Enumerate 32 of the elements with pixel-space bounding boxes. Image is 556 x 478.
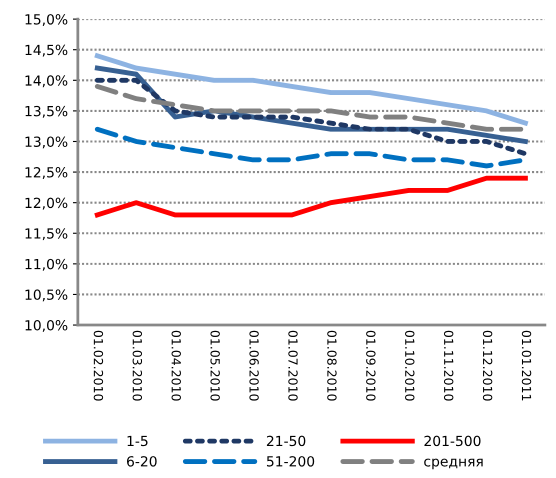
y-tick-label: 11,0% [26,258,68,271]
x-tick-label: 01.06.2010 [249,330,259,401]
y-tick-label: 14,0% [26,75,68,88]
legend-label: 1-5 [128,436,148,446]
legend-label: 6-20 [127,456,157,467]
x-tick-label: 01.02.2010 [94,330,104,401]
line-series [94,176,528,218]
x-tick-label: 01.03.2010 [132,330,142,401]
y-tick-label: 12,5% [26,167,68,179]
x-tick-label: 01.10.2010 [405,330,414,401]
x-tick-label: 01.01.2011 [522,330,532,400]
legend-label: средняя [424,458,483,470]
y-tick-label: 10,0% [26,320,68,332]
x-tick-label: 01.04.2010 [172,330,181,401]
legend-label: 21-50 [266,436,306,446]
y-tick-label: 13,5% [26,106,68,118]
legend-label: 201-500 [424,436,481,446]
legend-label: 51-200 [266,456,314,467]
y-tick-label: 13,0% [26,136,68,148]
x-tick-label: 01.07.2010 [288,330,298,401]
line-series [94,78,528,156]
x-tick-label: 01.09.2010 [366,330,376,401]
x-tick-label: 01.12.2010 [482,330,492,401]
y-tick-label: 11,5% [26,228,68,240]
y-tick-label: 15,0% [26,14,68,26]
y-tick-label: 12,0% [26,198,68,210]
y-tick-label: 10,5% [26,289,68,302]
line-series [94,53,528,126]
y-tick-label: 14,5% [26,44,68,57]
x-tick-label: 01.11.2010 [444,330,454,401]
x-tick-label: 01.05.2010 [210,330,220,401]
x-tick-label: 01.08.2010 [327,330,337,401]
